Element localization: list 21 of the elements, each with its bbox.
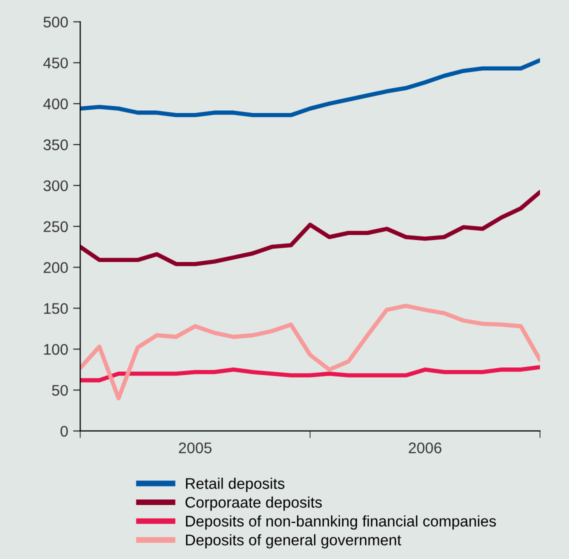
y-tick-label: 200 xyxy=(44,262,68,273)
line-series xyxy=(80,58,540,118)
x-tick-label: 2005 xyxy=(178,442,212,454)
y-tick-label: 150 xyxy=(44,303,68,314)
y-tick-label: 450 xyxy=(43,58,68,68)
y-tick-label: 0 xyxy=(60,426,68,437)
line-series xyxy=(80,190,540,266)
y-tick-label: 100 xyxy=(44,344,68,355)
legend-label: Corporaate deposits xyxy=(186,496,322,511)
y-tick-label: 50 xyxy=(52,384,68,396)
y-tick-label: 350 xyxy=(44,139,68,150)
y-tick-label: 300 xyxy=(44,180,68,192)
legend-label: Deposits of non-bannking financial companies xyxy=(186,515,496,530)
legend-label: Deposits of general government xyxy=(186,534,402,548)
y-tick-label: 500 xyxy=(44,16,68,28)
line-series xyxy=(80,365,540,382)
x-tick-label: 2006 xyxy=(408,442,442,454)
y-tick-label: 250 xyxy=(44,221,68,232)
line-series xyxy=(80,304,540,400)
y-tick-label: 400 xyxy=(43,98,68,110)
legend-label: Retail deposits xyxy=(186,478,284,492)
